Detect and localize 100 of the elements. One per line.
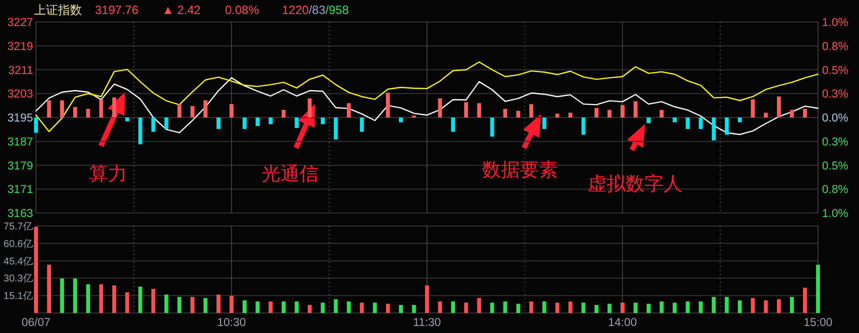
bar	[112, 285, 116, 313]
line-series	[35, 61, 819, 132]
x-tick-label: 11:30	[413, 317, 441, 329]
y2-tick-label: 0.3%	[822, 88, 848, 101]
bar	[816, 264, 820, 313]
bar	[282, 302, 286, 313]
bar	[360, 302, 364, 313]
text: 1220/83/958	[282, 3, 350, 17]
bar	[698, 302, 703, 313]
bar	[112, 97, 116, 118]
bar	[542, 118, 546, 129]
x-tick-label: 15:00	[804, 317, 832, 329]
bar	[346, 302, 351, 313]
bar	[164, 118, 168, 129]
bar	[73, 106, 78, 118]
y-tick-label: 30.3亿	[4, 274, 33, 285]
bar	[490, 302, 494, 313]
text: 0.08%	[225, 3, 260, 17]
bar	[594, 108, 598, 118]
y2-tick-label: 1.0%	[822, 208, 848, 220]
bar	[712, 118, 716, 140]
bar	[750, 99, 755, 118]
bar	[308, 98, 312, 118]
x-tick-label: 06/07	[22, 317, 50, 329]
bar	[60, 278, 64, 313]
bar	[620, 302, 624, 313]
bar	[686, 302, 690, 313]
bar	[477, 103, 482, 118]
bar	[320, 302, 325, 313]
y-tick-label: 15.1亿	[4, 291, 33, 302]
bar	[138, 286, 142, 313]
bar	[581, 118, 586, 135]
bar	[438, 302, 442, 313]
bar	[646, 304, 651, 313]
bar	[242, 300, 246, 313]
bar	[672, 302, 677, 313]
bar	[451, 118, 456, 132]
y-tick-label: 75.7亿	[4, 222, 33, 232]
y2-tick-label: 0.5%	[822, 64, 848, 77]
y-tick-label: 3203	[7, 88, 33, 101]
bar	[99, 99, 104, 118]
bar	[464, 102, 468, 118]
bar	[568, 112, 572, 118]
bar	[686, 118, 690, 129]
bar	[776, 299, 781, 313]
bar	[803, 108, 807, 118]
bar	[230, 296, 234, 313]
bar	[334, 299, 338, 313]
bar	[47, 100, 51, 118]
chart-title: 上证指数	[34, 3, 82, 17]
y-tick-label: 3163	[7, 208, 33, 220]
bar	[177, 296, 182, 313]
y2-tick-label: 0.3%	[822, 136, 848, 148]
text: ▲ 2.42	[162, 3, 201, 17]
bar	[425, 285, 429, 313]
bar	[477, 298, 482, 313]
bar	[634, 302, 638, 313]
bar	[529, 104, 534, 118]
bar	[73, 278, 78, 313]
bar	[34, 118, 38, 133]
bar	[398, 304, 403, 313]
bar	[464, 302, 468, 313]
bar	[308, 304, 312, 313]
bar	[698, 118, 703, 129]
bar	[503, 108, 508, 118]
bar	[581, 302, 586, 313]
bar	[555, 302, 560, 313]
x-tick-label: 14:00	[608, 317, 637, 329]
bar	[438, 98, 442, 118]
bar	[190, 106, 194, 118]
y2-tick-label: 0.8%	[822, 184, 848, 196]
bar	[372, 302, 377, 313]
y-tick-label: 45.4亿	[4, 256, 33, 268]
bar	[776, 96, 781, 118]
bar	[608, 110, 612, 118]
bar	[568, 302, 572, 313]
y-tick-label: 3219	[7, 40, 33, 53]
bar	[47, 264, 51, 313]
bar	[660, 110, 664, 118]
bar	[490, 118, 494, 137]
bar	[216, 118, 220, 129]
line-series	[35, 77, 819, 136]
annotation: 光通信	[262, 164, 318, 185]
y2-tick-label: 0.8%	[822, 40, 848, 53]
bar	[608, 304, 612, 313]
bar	[555, 114, 560, 118]
bar	[620, 105, 624, 118]
text: 3197.76	[95, 3, 139, 17]
y-tick-label: 3211	[8, 64, 33, 77]
bar	[750, 298, 755, 313]
bar	[151, 288, 156, 313]
bar	[360, 118, 364, 132]
annotation: 虚拟数字人	[588, 173, 682, 195]
bar	[86, 108, 90, 118]
y-tick-label: 3187	[7, 136, 33, 148]
bar	[542, 302, 546, 313]
bar	[230, 104, 234, 118]
bar	[268, 302, 273, 313]
bar	[803, 288, 807, 313]
y2-tick-label: 1.0%	[822, 17, 848, 30]
